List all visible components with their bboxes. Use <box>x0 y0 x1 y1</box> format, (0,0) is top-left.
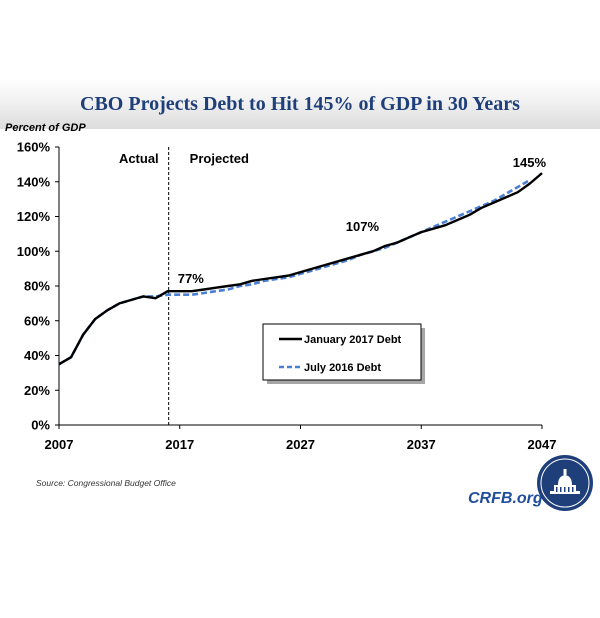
legend-label: July 2016 Debt <box>304 362 381 374</box>
title-band <box>0 79 600 129</box>
y-tick-label: 40% <box>24 348 50 363</box>
legend-box <box>262 323 422 381</box>
legend: January 2017 Debt July 2016 Debt <box>262 323 425 384</box>
y-tick-label: 80% <box>24 279 50 294</box>
x-tick-label: 2037 <box>407 437 436 452</box>
series-line-january-2017 <box>58 172 543 366</box>
crfb-logo <box>537 455 593 511</box>
annotation-label: 77% <box>178 271 204 286</box>
brand-link[interactable]: CRFB.org <box>468 490 543 507</box>
chart-title: CBO Projects Debt to Hit 145% of GDP in … <box>80 93 520 115</box>
y-tick-label: 60% <box>24 313 50 328</box>
y-tick-label: 120% <box>17 209 51 224</box>
series-line-july-2016 <box>58 178 531 366</box>
y-tick-label: 140% <box>17 174 51 189</box>
y-tick-label: 20% <box>24 383 50 398</box>
actual-projected-divider: Actual Projected <box>119 147 249 425</box>
x-tick-label: 2027 <box>286 437 315 452</box>
annotation-label: 107% <box>346 219 380 234</box>
actual-label: Actual <box>119 151 159 166</box>
y-tick-label: 100% <box>17 244 51 259</box>
annotations: 77% 107% 145% <box>178 155 547 286</box>
x-tick-label: 2047 <box>528 437 557 452</box>
axes: 0% 20% 40% 60% 80% 100% 120% 140% 160% 2007 2017 20… <box>17 140 557 453</box>
legend-label: January 2017 Debt <box>304 334 402 346</box>
x-tick-label: 2007 <box>45 437 74 452</box>
projected-label: Projected <box>190 151 249 166</box>
source-note: Source: Congressional Budget Office <box>36 478 176 488</box>
y-tick-label: 160% <box>17 140 51 155</box>
annotation-label: 145% <box>513 155 547 170</box>
y-axis-label: Percent of GDP <box>5 122 86 134</box>
series-lines <box>58 172 543 366</box>
x-tick-label: 2017 <box>165 437 194 452</box>
y-tick-label: 0% <box>31 418 50 433</box>
